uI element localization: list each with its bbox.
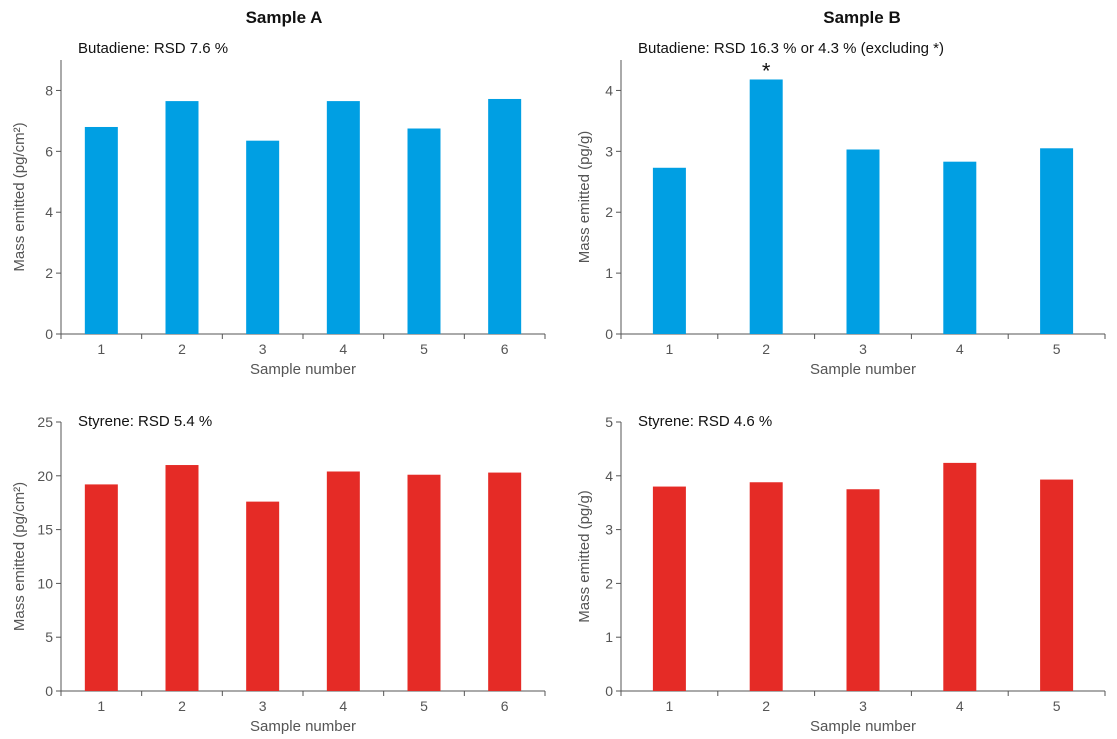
y-tick-label: 10 [37,575,53,591]
y-tick-label: 3 [605,522,613,538]
x-tick-label: 4 [339,341,347,357]
x-tick-label: 5 [1053,341,1061,357]
x-tick-label: 3 [859,698,867,714]
chart-butadiene-sample-b: 0 1 2 3 4 1 2 3 4 5 *Butadiene: RSD 16.3 % or 4.3 … [576,40,1106,378]
rsd-annotation: Butadiene: RSD 7.6 % [78,40,228,57]
x-tick-label: 2 [178,698,186,714]
y-tick-label: 1 [605,265,613,281]
bar-sample-4 [326,471,360,691]
y-axis-title: Mass emitted (pg/g) [576,131,593,264]
rsd-annotation: Styrene: RSD 4.6 % [638,413,772,430]
bar-sample-4 [326,101,360,334]
x-tick-label: 1 [666,341,674,357]
x-tick-label: 5 [1053,698,1061,714]
y-tick-label: 20 [37,468,53,484]
y-tick-label: 0 [605,683,613,699]
bar-sample-4 [943,161,977,334]
y-tick-label: 3 [605,143,613,159]
y-tick-label: 8 [45,82,53,98]
x-tick-label: 5 [420,698,428,714]
outlier-marker: * [762,58,771,83]
y-tick-label: 0 [605,326,613,342]
bar-sample-3 [846,489,880,691]
chart-styrene-sample-b: 0 1 2 3 4 5 1 2 3 4 5 Styrene: RSD 4.6 % Sample numb… [576,413,1106,735]
x-tick-label: 2 [762,698,770,714]
bar-sample-1 [84,126,118,334]
rsd-annotation: Butadiene: RSD 16.3 % or 4.3 % (excludin… [638,40,944,57]
y-tick-label: 2 [45,265,53,281]
bar-sample-1 [84,484,118,691]
y-tick-label: 1 [605,629,613,645]
x-tick-label: 1 [97,698,105,714]
x-axis-title: Sample number [810,718,916,735]
x-tick-label: 2 [178,341,186,357]
x-tick-label: 4 [339,698,347,714]
x-tick-label: 2 [762,341,770,357]
y-tick-label: 4 [45,204,53,220]
y-tick-label: 4 [605,82,613,98]
x-axis-title: Sample number [250,361,356,378]
bar-sample-6 [488,98,522,334]
y-tick-label: 4 [605,468,613,484]
bar-sample-3 [846,149,880,334]
y-tick-label: 15 [37,522,53,538]
bar-sample-2 [749,79,783,335]
rsd-annotation: Styrene: RSD 5.4 % [78,413,212,430]
bar-sample-5 [407,474,441,691]
y-tick-label: 6 [45,143,53,159]
y-axis-title: Mass emitted (pg/g) [576,490,593,623]
x-tick-label: 1 [666,698,674,714]
y-tick-label: 5 [605,414,613,430]
bar-sample-1 [652,486,686,691]
x-tick-label: 3 [859,341,867,357]
bar-sample-5 [407,128,441,334]
bar-sample-5 [1040,148,1074,334]
x-tick-label: 1 [97,341,105,357]
bar-sample-4 [943,462,977,691]
bar-sample-2 [749,482,783,691]
x-tick-label: 4 [956,698,964,714]
bar-sample-1 [652,167,686,334]
y-tick-label: 5 [45,629,53,645]
column-title-sample-b: Sample B [823,8,901,27]
y-tick-label: 2 [605,575,613,591]
bar-sample-2 [165,465,199,691]
bar-sample-3 [246,140,280,334]
x-tick-label: 6 [501,698,509,714]
x-axis-title: Sample number [810,361,916,378]
y-tick-label: 0 [45,683,53,699]
x-tick-label: 4 [956,341,964,357]
bar-sample-6 [488,472,522,691]
column-title-sample-a: Sample A [245,8,323,27]
bar-sample-5 [1040,479,1074,691]
x-tick-label: 3 [259,698,267,714]
y-tick-label: 0 [45,326,53,342]
x-tick-label: 5 [420,341,428,357]
chart-butadiene-sample-a: 0 2 4 6 8 1 2 3 4 5 6 Butadiene: RSD 7.6 % Sample nu… [11,40,546,378]
y-axis-title: Mass emitted (pg/cm²) [11,122,28,271]
bar-sample-3 [246,501,280,691]
x-axis-title: Sample number [250,718,356,735]
x-tick-label: 6 [501,341,509,357]
y-axis-title: Mass emitted (pg/cm²) [11,482,28,631]
y-tick-label: 2 [605,204,613,220]
x-tick-label: 3 [259,341,267,357]
chart-styrene-sample-a: 0 5 10 15 20 25 1 2 3 4 5 6 Styrene: RSD 5.4 % Sample… [11,413,546,735]
bar-sample-2 [165,101,199,334]
y-tick-label: 25 [37,414,53,430]
